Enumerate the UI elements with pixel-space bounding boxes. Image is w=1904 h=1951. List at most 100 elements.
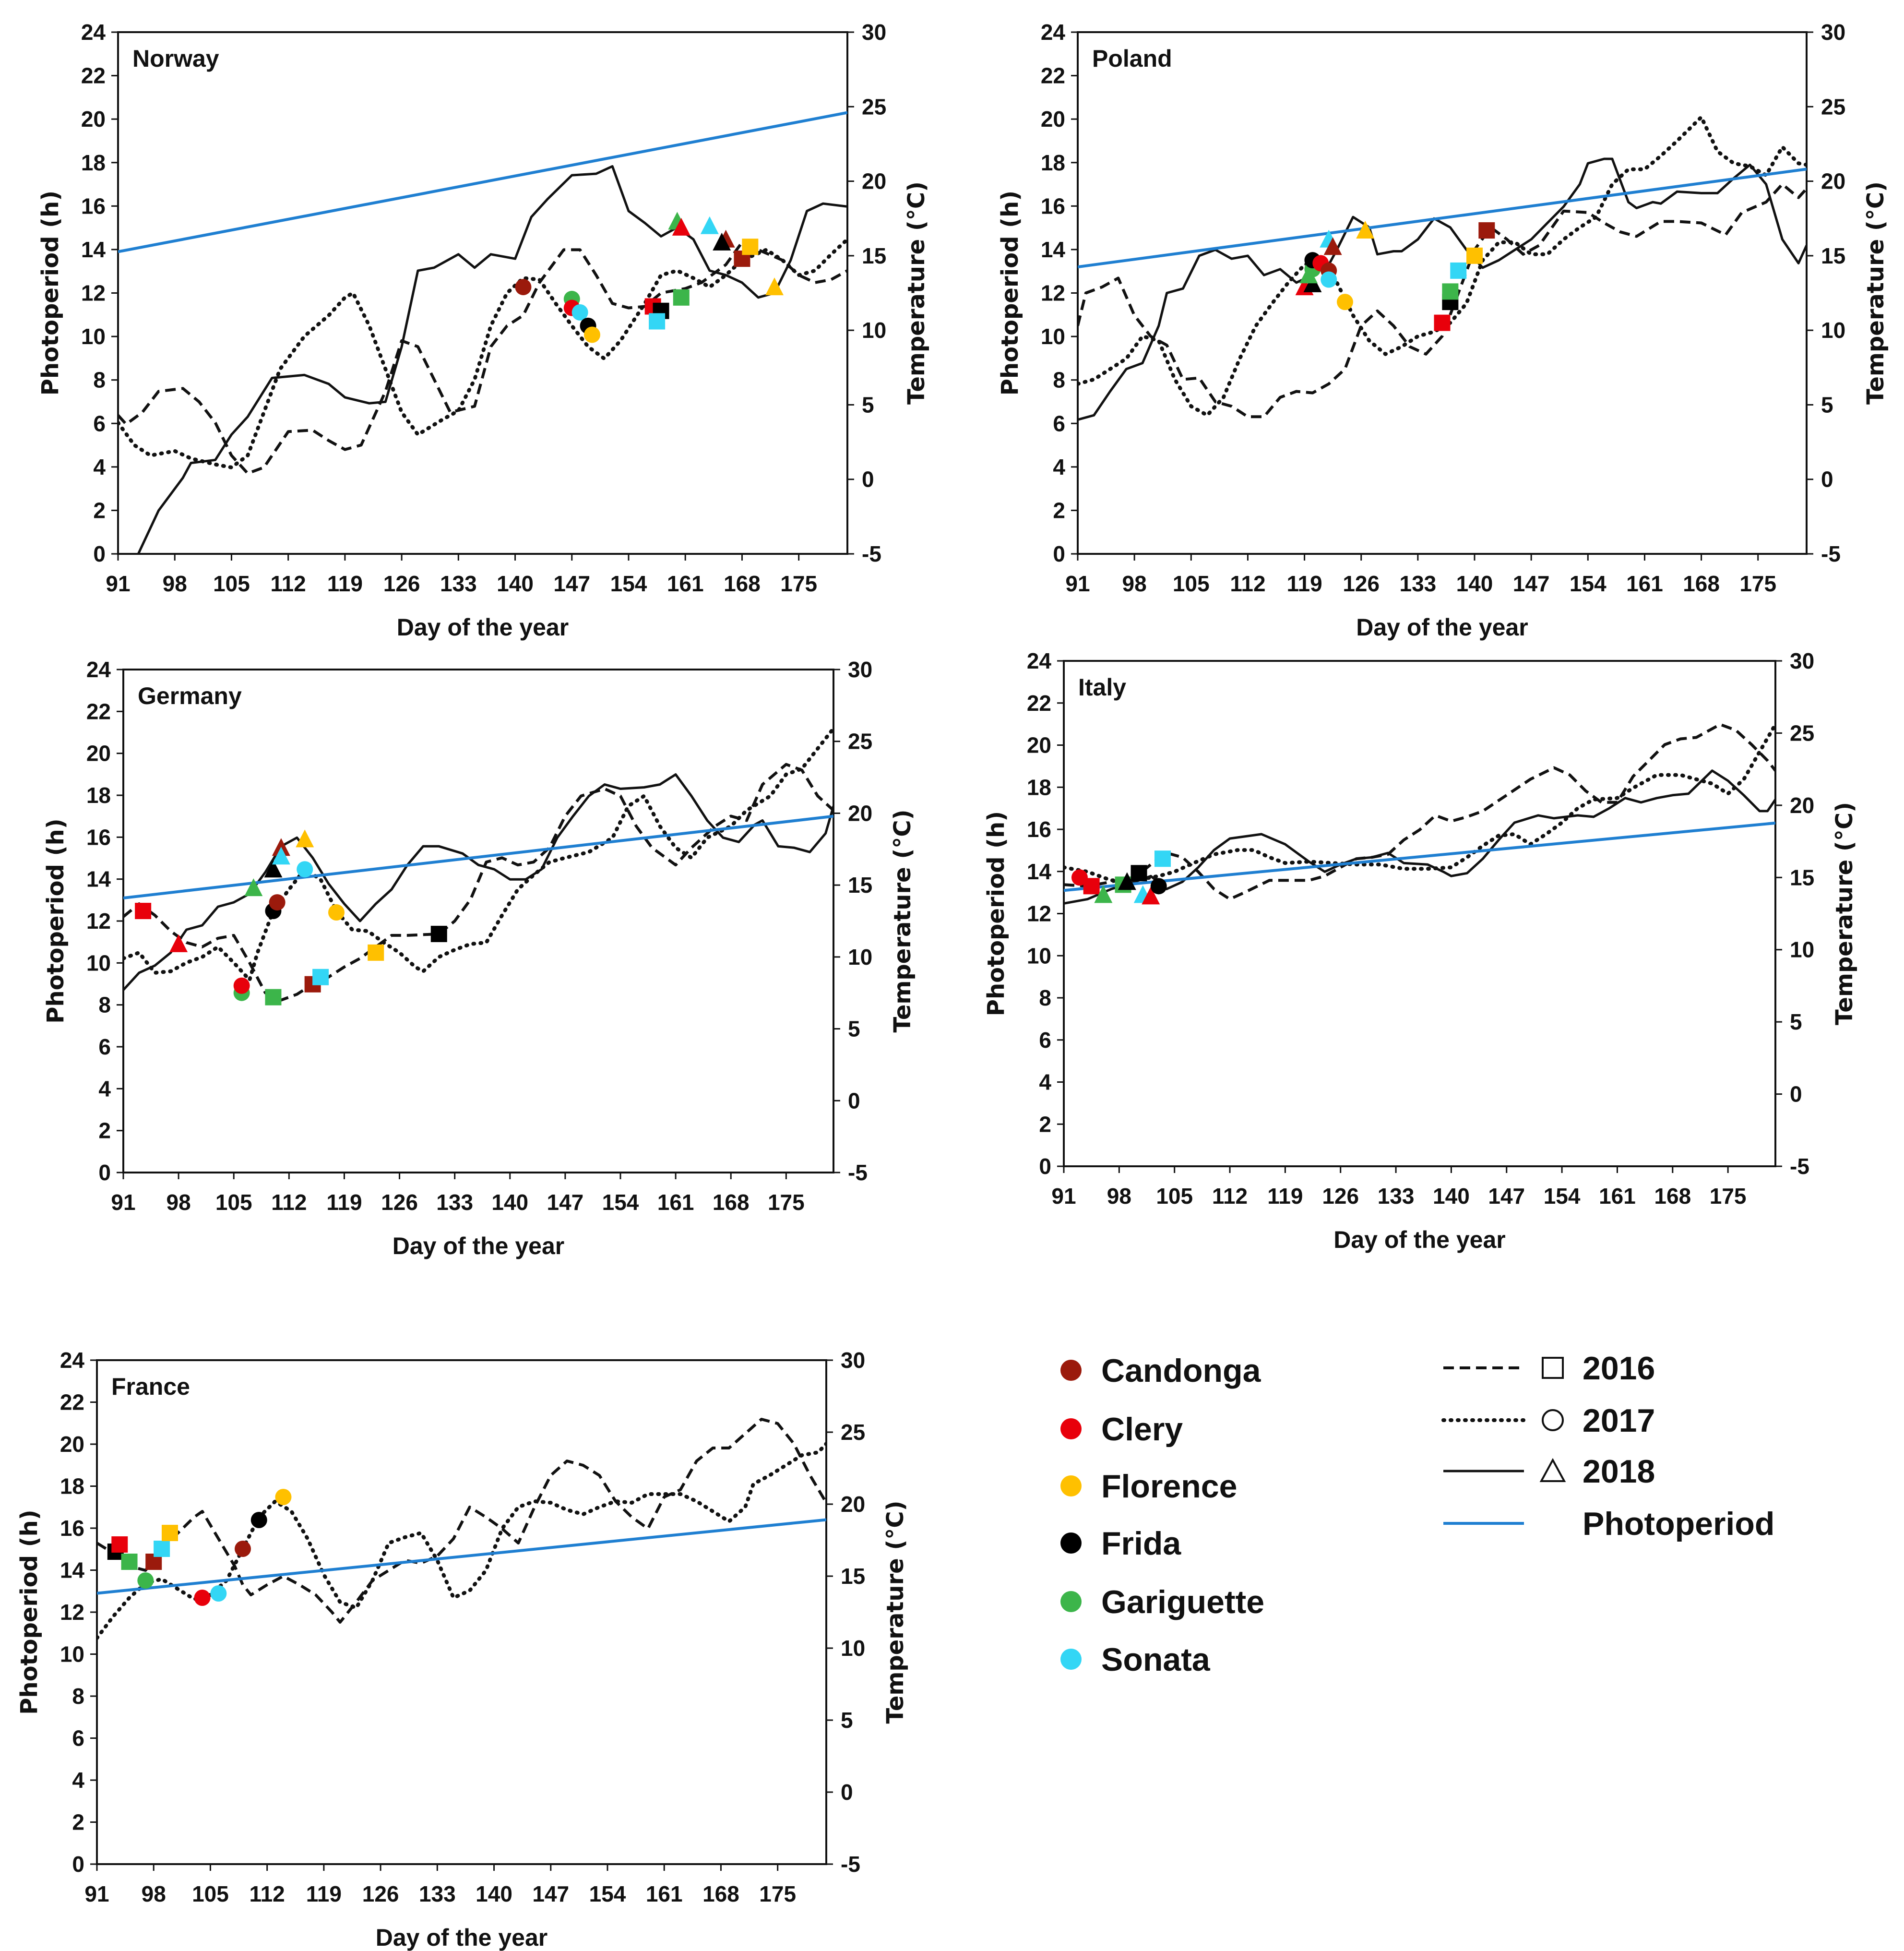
- x-axis-title: Day of the year: [393, 1233, 564, 1259]
- x-tick-label: 168: [702, 1881, 739, 1906]
- marker-sonata-2017: [571, 304, 588, 321]
- x-tick-label: 140: [491, 1190, 528, 1215]
- marker-gariguette-2016: [1442, 283, 1459, 300]
- temperature-line-2016: [118, 240, 847, 475]
- y-right-tick-label: -5: [1790, 1154, 1809, 1179]
- marker-gariguette-2018: [1094, 885, 1113, 903]
- y-tick-label: 2: [1053, 498, 1065, 523]
- y-tick-label: 20: [1041, 107, 1065, 132]
- y-tick-label: 0: [93, 541, 106, 566]
- y-tick-label: 6: [1053, 411, 1065, 436]
- y-tick-label: 16: [1041, 193, 1065, 218]
- marker-florence-2017: [584, 326, 600, 343]
- plot-area: [1078, 115, 1807, 421]
- legend-variety-label: Candonga: [1101, 1353, 1261, 1389]
- marker-clery-2018: [672, 217, 690, 236]
- marker-florence-2018: [296, 829, 314, 848]
- y-tick-label: 18: [1041, 150, 1065, 175]
- marker-clery-2016: [1434, 314, 1451, 331]
- y-tick-label: 8: [98, 993, 111, 1017]
- chart-germany: 91 98 105 112 119 126 133 140 147 154 161 168 175024…: [42, 657, 916, 1259]
- marker-sonata-2016: [312, 969, 329, 985]
- temperature-line-2016: [123, 763, 833, 1002]
- marker-sonata-2016: [154, 1541, 170, 1557]
- x-tick-label: 119: [1286, 571, 1322, 596]
- y-right-tick-label: 15: [1790, 865, 1814, 890]
- y-tick-label: 22: [60, 1390, 84, 1415]
- legend-gariguette-swatch: [1060, 1591, 1082, 1612]
- legend-variety-label: Sonata: [1101, 1641, 1211, 1678]
- y-tick-label: 4: [1053, 455, 1065, 479]
- x-tick-label: 147: [547, 1190, 584, 1215]
- x-tick-label: 105: [213, 571, 250, 596]
- y-right-tick-label: 5: [1821, 392, 1833, 417]
- y-right-tick-label: 30: [848, 657, 872, 682]
- legend-clery-swatch: [1060, 1418, 1082, 1439]
- marker-clery-2016: [111, 1536, 128, 1553]
- y-right-tick-label: -5: [862, 541, 881, 566]
- y-right-tick-label: 25: [848, 729, 872, 754]
- y-tick-label: 12: [60, 1600, 84, 1625]
- marker-sonata-2018: [272, 847, 290, 865]
- y-tick-label: 6: [72, 1726, 84, 1751]
- plot-area: [118, 111, 847, 554]
- marker-sonata-2016: [649, 313, 666, 330]
- marker-clery-2018: [169, 934, 188, 952]
- plot-area: [123, 726, 833, 1005]
- x-tick-label: 91: [106, 571, 130, 596]
- x-tick-label: 133: [1378, 1184, 1415, 1209]
- marker-frida-2018: [1303, 274, 1322, 292]
- marker-candonga-2017: [235, 1541, 251, 1557]
- legend-variety-label: Frida: [1101, 1525, 1181, 1562]
- temperature-line-2018: [137, 165, 847, 554]
- temperature-line-2017: [123, 726, 833, 982]
- x-tick-label: 161: [646, 1881, 683, 1906]
- y-tick-label: 18: [81, 150, 106, 175]
- y-right-tick-label: 0: [862, 467, 874, 492]
- x-tick-label: 112: [271, 571, 306, 596]
- x-tick-label: 105: [1173, 571, 1210, 596]
- plot-frame: [96, 1359, 827, 1865]
- y-right-tick-label: 25: [841, 1420, 865, 1445]
- x-tick-label: 154: [602, 1190, 639, 1215]
- y-tick-label: 8: [1039, 985, 1051, 1010]
- photoperiod-line: [97, 1518, 826, 1595]
- temperature-line-2018: [1078, 157, 1807, 421]
- y-tick-label: 0: [1053, 541, 1065, 566]
- y-right-tick-label: 30: [841, 1348, 865, 1373]
- legend-florence-swatch: [1060, 1475, 1082, 1496]
- marker-frida-2016: [1130, 865, 1147, 882]
- x-tick-label: 175: [780, 571, 817, 596]
- marker-sonata-2017: [1321, 271, 1337, 288]
- y-right-tick-label: 30: [1821, 20, 1845, 45]
- y-tick-label: 14: [86, 867, 111, 892]
- x-tick-label: 112: [271, 1190, 307, 1215]
- legend-variety-label: Florence: [1101, 1468, 1237, 1505]
- y-tick-label: 20: [81, 107, 106, 132]
- y-right-tick-label: 5: [841, 1708, 853, 1733]
- legend-frida-swatch: [1060, 1532, 1082, 1554]
- y-right-tick-label: 20: [848, 801, 872, 826]
- marker-florence-2016: [1466, 247, 1483, 264]
- legend-variety-label: Gariguette: [1101, 1584, 1264, 1620]
- y-right-tick-label: 25: [1821, 94, 1845, 119]
- y-tick-label: 0: [1039, 1154, 1051, 1179]
- marker-sonata-2017: [210, 1585, 227, 1602]
- legend-candonga-swatch: [1060, 1360, 1082, 1381]
- y-tick-label: 10: [1041, 324, 1065, 349]
- country-label: France: [111, 1373, 190, 1400]
- x-tick-label: 133: [440, 571, 477, 596]
- marker-gariguette-2017: [137, 1572, 154, 1589]
- x-tick-label: 161: [1626, 571, 1663, 596]
- marker-clery-2017: [194, 1590, 211, 1606]
- marker-candonga-2017: [515, 279, 532, 296]
- y-tick-label: 14: [1041, 237, 1066, 262]
- y-tick-label: 12: [1041, 281, 1065, 306]
- y-tick-label: 2: [1039, 1112, 1051, 1137]
- y-tick-label: 24: [60, 1348, 85, 1373]
- legend: Candonga Clery Florence Frida Gariguette Sona…: [1060, 1350, 1774, 1678]
- marker-candonga-2017: [269, 894, 286, 911]
- x-tick-label: 133: [436, 1190, 473, 1215]
- circle-icon: [1542, 1409, 1564, 1431]
- y-tick-label: 8: [93, 368, 106, 393]
